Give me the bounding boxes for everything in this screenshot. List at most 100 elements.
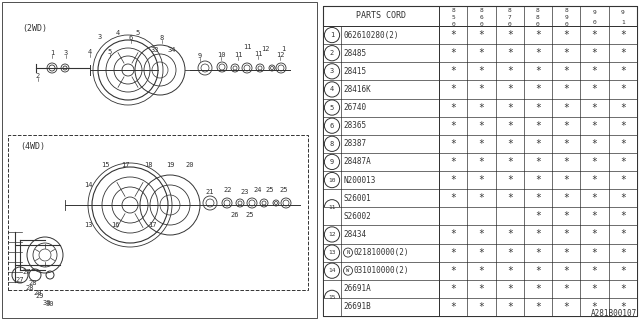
Text: *: * [620,66,626,76]
Text: *: * [479,157,484,167]
Text: *: * [507,248,513,258]
Text: 4: 4 [330,86,334,92]
Bar [2,2,317,318]
Text: 9: 9 [330,159,334,165]
Text: 28387: 28387 [343,139,366,148]
Text: 25: 25 [280,187,288,193]
Bar [323,298,637,316]
Text: *: * [507,139,513,149]
Text: 9: 9 [198,53,202,59]
Text: *: * [535,248,541,258]
Bar [323,189,637,207]
Text: *: * [591,193,598,203]
Text: 3: 3 [64,50,68,56]
Bar [323,135,637,153]
Text: (4WD): (4WD) [20,142,45,151]
Text: 021810000(2): 021810000(2) [354,248,410,257]
Text: 28485: 28485 [343,49,366,58]
Text: *: * [450,266,456,276]
Bar [323,262,637,280]
Text: *: * [507,30,513,40]
Text: *: * [563,229,569,239]
Text: *: * [450,139,456,149]
Text: *: * [479,248,484,258]
Text: *: * [535,103,541,113]
Text: *: * [535,157,541,167]
Text: *: * [450,157,456,167]
Text: *: * [507,193,513,203]
Text: *: * [535,175,541,185]
Bar [323,116,637,135]
Text: 8: 8 [536,15,540,20]
Text: *: * [620,175,626,185]
Text: 4: 4 [116,30,120,36]
Text: 1: 1 [50,50,54,56]
Text: 8: 8 [479,8,483,13]
Text: N200013: N200013 [343,176,376,185]
Text: *: * [450,175,456,185]
Text: 9: 9 [593,11,596,15]
Text: *: * [479,266,484,276]
Text: *: * [535,139,541,149]
Bar [323,62,637,80]
Text: *: * [535,48,541,58]
Text: *: * [535,302,541,312]
Text: *: * [479,229,484,239]
Text: *: * [479,139,484,149]
Text: 0: 0 [451,21,455,27]
Text: 1: 1 [281,46,285,52]
Text: 25: 25 [246,212,254,218]
Text: *: * [479,193,484,203]
Text: *: * [620,139,626,149]
Text: 5: 5 [136,30,140,36]
Text: *: * [479,30,484,40]
Text: *: * [620,84,626,94]
Text: *: * [620,121,626,131]
Text: *: * [450,84,456,94]
Text: 3: 3 [330,68,334,74]
Text: *: * [563,139,569,149]
Text: 21: 21 [205,189,214,195]
Bar [323,171,637,189]
Text: *: * [563,30,569,40]
Text: *: * [535,121,541,131]
Text: *: * [563,284,569,294]
Bar [323,244,637,262]
Text: 8: 8 [160,35,164,41]
Text: 28: 28 [26,285,35,291]
Text: 28415: 28415 [343,67,366,76]
Text: 26691A: 26691A [343,284,371,293]
Text: 3: 3 [98,34,102,40]
Text: 28487A: 28487A [343,157,371,166]
Text: *: * [591,66,598,76]
Text: 12: 12 [328,232,336,237]
Text: 28: 28 [29,280,37,286]
Text: *: * [563,211,569,221]
Text: *: * [450,284,456,294]
Text: 5: 5 [330,105,334,111]
Text: 6: 6 [330,123,334,129]
Text: 24: 24 [253,187,262,193]
Text: 25: 25 [266,187,275,193]
Text: *: * [563,48,569,58]
Bar [323,153,637,171]
Text: *: * [591,157,598,167]
Text: *: * [563,175,569,185]
Text: 22: 22 [224,187,232,193]
Text: *: * [507,84,513,94]
Text: *: * [591,30,598,40]
Text: *: * [479,121,484,131]
Bar [323,6,637,316]
Bar [323,280,637,298]
Text: 28365: 28365 [343,121,366,130]
Text: *: * [591,48,598,58]
Text: *: * [591,266,598,276]
Text: *: * [535,66,541,76]
Text: 8: 8 [564,8,568,13]
Bar [323,99,637,116]
Text: 20: 20 [186,162,195,168]
Text: 0: 0 [564,21,568,27]
Text: 18: 18 [144,162,152,168]
Text: 23: 23 [241,189,249,195]
Text: *: * [507,284,513,294]
